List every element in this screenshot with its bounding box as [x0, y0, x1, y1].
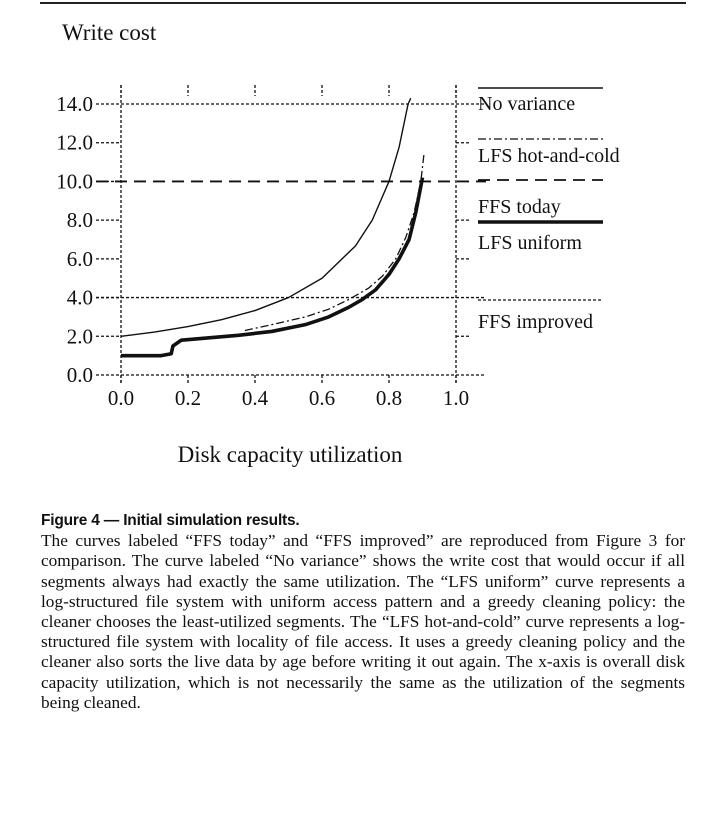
y-tick-label: 2.0 [67, 324, 93, 348]
series-line-lfs-uniform [121, 177, 425, 358]
legend-label: FFS improved [478, 311, 593, 333]
top-rule [40, 2, 686, 4]
y-tick-label: 6.0 [67, 247, 93, 271]
y-tick-label: 4.0 [67, 286, 93, 310]
x-tick-label: 0.6 [309, 386, 335, 410]
x-tick-label: 0.4 [242, 386, 269, 410]
y-axis-label: Write cost [62, 20, 157, 45]
x-tick-label: 1.0 [443, 386, 469, 410]
legend-label: No variance [478, 93, 575, 115]
y-tick-label: 0.0 [67, 363, 93, 387]
y-tick-label: 8.0 [67, 208, 93, 232]
x-axis-label: Disk capacity utilization [178, 442, 403, 467]
figure-caption: Figure 4 — Initial simulation results. T… [41, 511, 685, 713]
legend-label: LFS uniform [478, 232, 582, 254]
caption-body: The curves labeled “FFS today” and “FFS … [41, 531, 685, 712]
series-line-no-variance [120, 97, 412, 337]
x-tick-label: 0.2 [175, 386, 201, 410]
y-tick-label: 14.0 [56, 92, 93, 116]
legend-label: FFS today [478, 196, 561, 218]
legend-label: LFS hot-and-cold [478, 145, 620, 167]
y-tick-label: 12.0 [56, 131, 93, 155]
y-tick-label: 10.0 [56, 169, 93, 193]
write-cost-chart: Write cost Disk capacity utilization 0.0… [56, 20, 620, 467]
x-tick-label: 0.8 [376, 386, 402, 410]
x-tick-label: 0.0 [108, 386, 134, 410]
caption-title: Figure 4 — Initial simulation results. [41, 512, 300, 529]
